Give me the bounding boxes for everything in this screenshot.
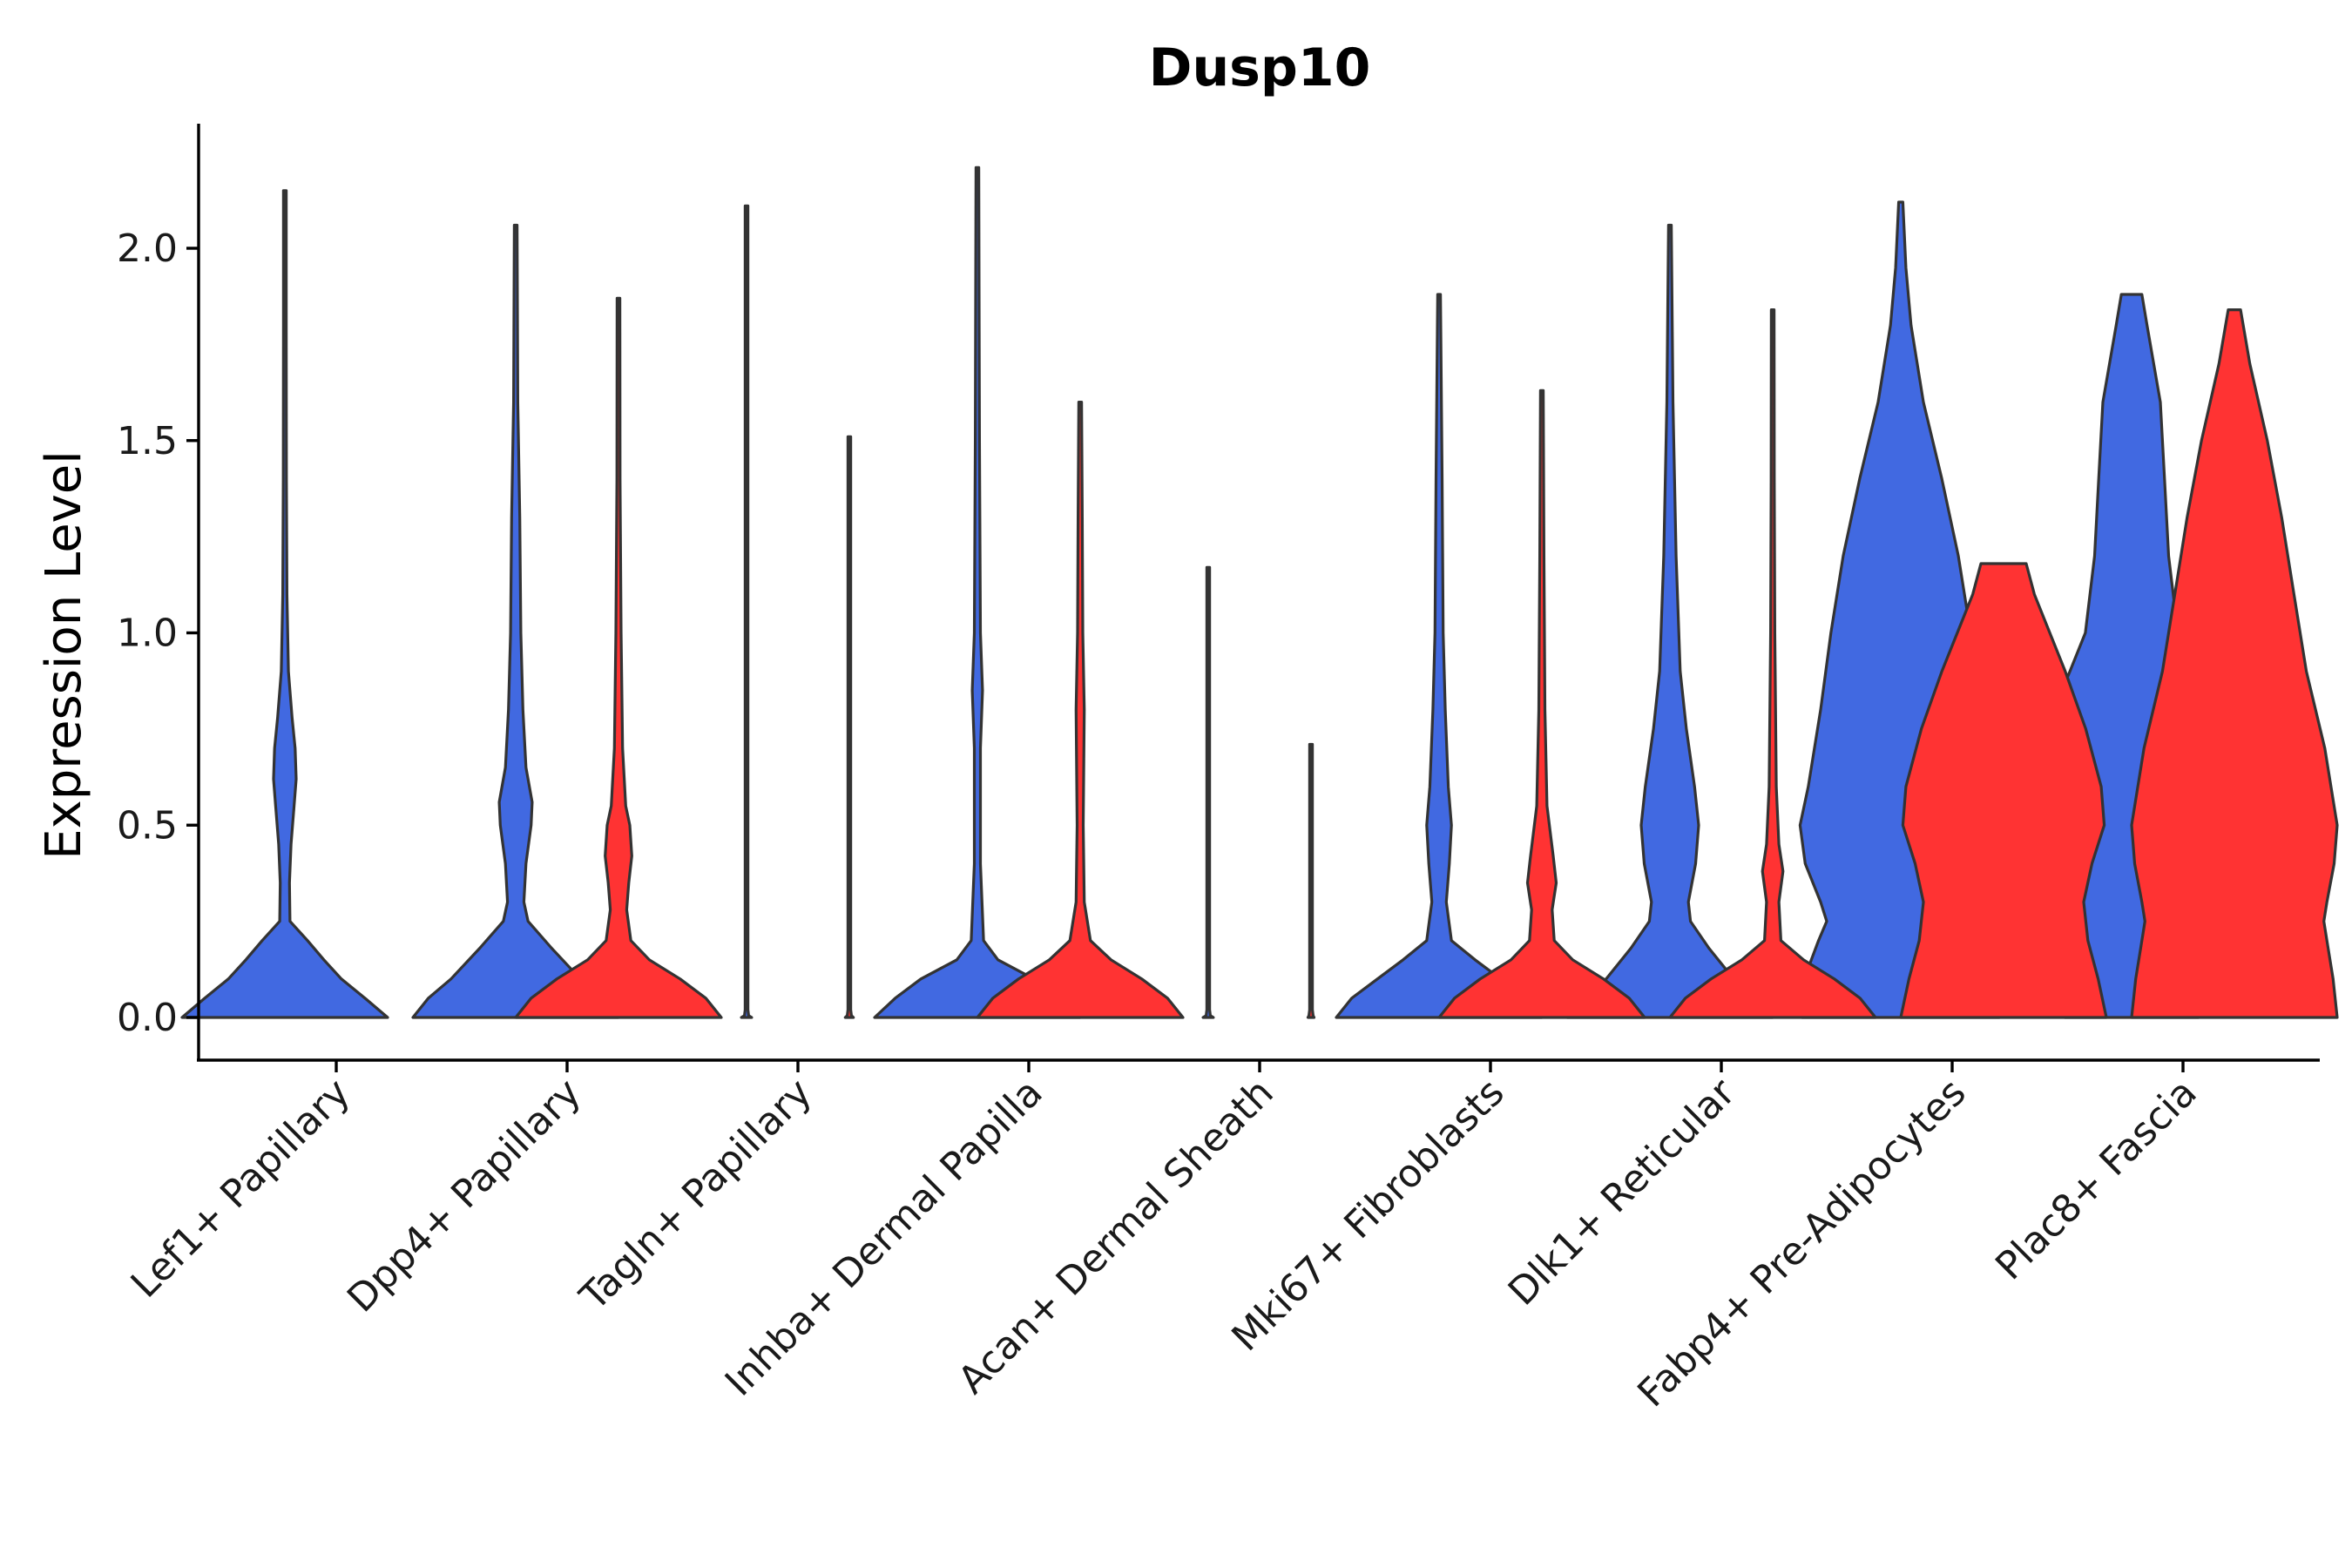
violin-group1-dlk1-reticular — [1565, 223, 1774, 1019]
violin-group1-lef1-papillary — [180, 189, 389, 1019]
violin-group2-tagln-papillary — [843, 435, 855, 1019]
x-category-label: Tagln+ Papillary — [571, 1071, 821, 1320]
chart-title: Dusp10 — [1149, 37, 1371, 98]
violin-group1-tagln-papillary — [740, 204, 754, 1019]
violin-group2-mki67-fibroblasts — [1437, 389, 1646, 1019]
violin-group1-mki67-fibroblasts — [1335, 293, 1544, 1019]
x-category-label: Lef1+ Papillary — [123, 1071, 359, 1307]
y-tick-label: 1.5 — [117, 419, 178, 463]
violin-group2-plac8-fascia — [2130, 308, 2339, 1019]
x-category-label: Plac8+ Fascia — [1987, 1071, 2206, 1289]
x-category-label: Dlk1+ Reticular — [1500, 1070, 1745, 1315]
y-tick-label: 0.0 — [117, 996, 178, 1040]
violin-group2-dlk1-reticular — [1668, 308, 1877, 1019]
violin-group2-inhba-dermal-papilla — [976, 401, 1185, 1019]
y-tick-label: 1.0 — [117, 612, 178, 656]
violin-group1-acan-dermal-sheath — [1201, 565, 1215, 1019]
violin-group2-dpp4-papillary — [514, 296, 723, 1019]
violin-group2-fabp4-pre-adipocytes — [1899, 562, 2108, 1019]
y-ticks-group: 0.0 0.5 1.0 1.5 2.0 — [117, 226, 199, 1040]
x-category-label: Dpp4+ Papillary — [339, 1071, 590, 1321]
y-tick-label: 0.5 — [117, 803, 178, 848]
violin-group1-dpp4-papillary — [411, 223, 620, 1019]
y-axis-label: Expression Level — [36, 450, 92, 860]
y-tick-label: 2.0 — [117, 226, 178, 271]
violin-group2-acan-dermal-sheath — [1306, 742, 1316, 1019]
violins-group — [180, 166, 2339, 1019]
violin-group1-inhba-dermal-papilla — [873, 166, 1082, 1019]
